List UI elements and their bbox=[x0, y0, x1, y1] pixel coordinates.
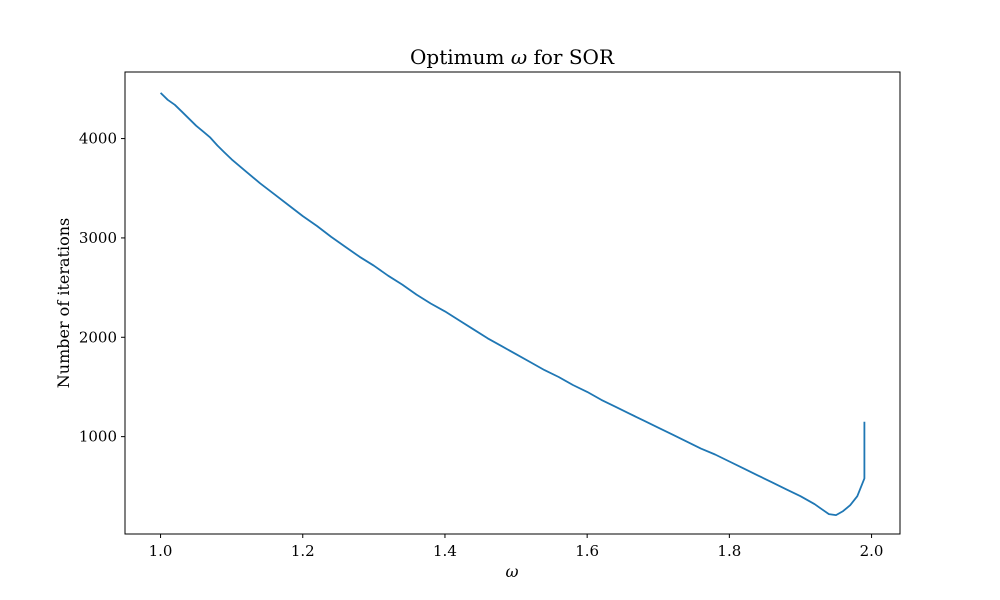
y-tick-label: 1000 bbox=[79, 428, 117, 446]
plot-frame bbox=[124, 71, 901, 535]
y-tick-label: 3000 bbox=[79, 229, 117, 247]
x-tick-label: 2.0 bbox=[860, 542, 884, 560]
x-tick-label: 1.6 bbox=[575, 542, 599, 560]
axis-ticks: 1.0 1.2 1.4 1.6 1.8 2.0 1000 2000 3000 4000 bbox=[79, 130, 884, 560]
y-axis-label: Number of iterations bbox=[54, 218, 73, 388]
x-tick-label: 1.4 bbox=[433, 542, 457, 560]
y-tick-label: 2000 bbox=[79, 328, 117, 346]
chart-title: Optimum ω for SOR bbox=[410, 45, 615, 69]
x-tick-label: 1.8 bbox=[717, 542, 741, 560]
y-tick-label: 4000 bbox=[79, 130, 117, 148]
x-tick-label: 1.2 bbox=[291, 542, 315, 560]
x-axis-label: ω bbox=[505, 562, 518, 581]
plot-area bbox=[159, 92, 866, 516]
x-tick-label: 1.0 bbox=[149, 542, 173, 560]
series-line bbox=[159, 92, 866, 516]
